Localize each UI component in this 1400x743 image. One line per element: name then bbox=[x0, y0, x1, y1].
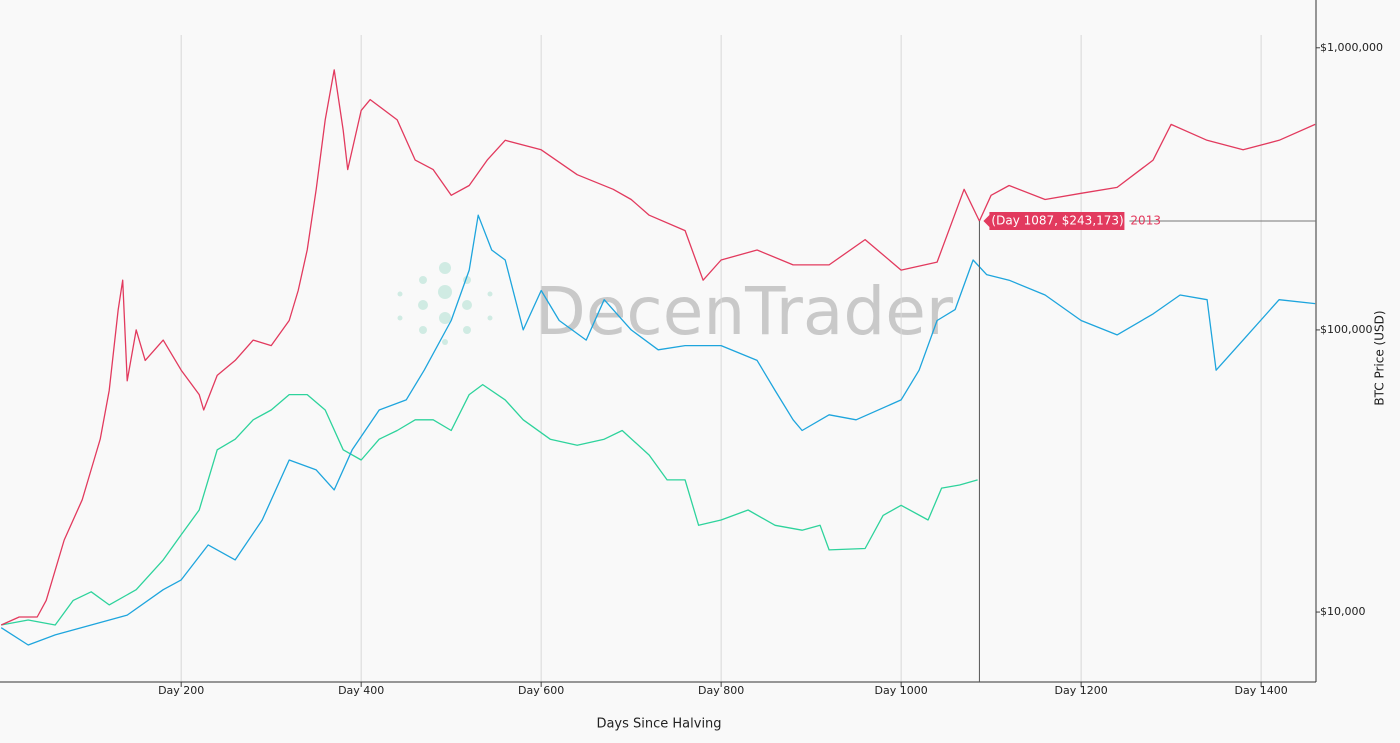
hover-box bbox=[983, 212, 1125, 231]
x-tick-label: Day 800 bbox=[698, 684, 744, 697]
series-line bbox=[0, 214, 1316, 646]
y-tick-label: $10,000 bbox=[1320, 605, 1366, 618]
series-line bbox=[0, 69, 1316, 626]
series-line bbox=[1, 383, 978, 626]
x-axis-title: Days Since Halving bbox=[596, 717, 721, 732]
x-tick-label: Day 1400 bbox=[1234, 684, 1287, 697]
y-tick-label: $1,000,000 bbox=[1320, 41, 1383, 54]
y-axis-title: BTC Price (USD) bbox=[1373, 310, 1387, 405]
hover-series-name: 2013 bbox=[1130, 214, 1161, 228]
x-tick-label: Day 200 bbox=[158, 684, 204, 697]
hover-label: (Day 1087, $243,173) bbox=[991, 214, 1123, 228]
y-tick-label: $100,000 bbox=[1320, 323, 1373, 336]
x-tick-label: Day 1200 bbox=[1055, 684, 1108, 697]
watermark: DecenTrader bbox=[535, 273, 954, 350]
x-tick-label: Day 400 bbox=[338, 684, 384, 697]
watermark-logo bbox=[397, 262, 493, 345]
x-tick-label: Day 600 bbox=[518, 684, 564, 697]
x-tick-label: Day 1000 bbox=[875, 684, 928, 697]
